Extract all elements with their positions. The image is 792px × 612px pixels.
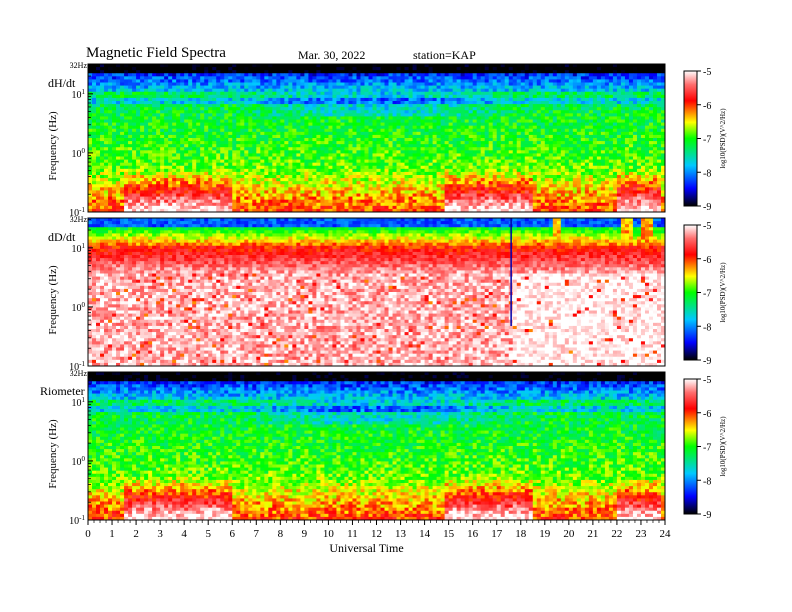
colorbar-tick-label: -7: [703, 135, 711, 146]
colorbar-tick-label: -9: [703, 356, 711, 367]
colorbar: [683, 378, 698, 515]
date-label: Mar. 30, 2022: [298, 48, 365, 63]
x-tick-label: 7: [254, 528, 260, 540]
colorbar-tick-label: -5: [703, 67, 711, 78]
x-tick-label: 5: [205, 528, 211, 540]
x-tick-label: 2: [133, 528, 139, 540]
y-tick-label: 100: [72, 147, 86, 160]
colorbar-label: log10(PSD)(V^2/Hz): [719, 416, 727, 477]
colorbar-tick-label: -8: [703, 322, 711, 333]
y-axis-label: Frequency (Hz): [47, 419, 59, 489]
y-tick-label: 100: [72, 301, 86, 314]
x-tick-label: 14: [419, 528, 431, 540]
x-tick-label: 20: [563, 528, 575, 540]
x-axis-label: Universal Time: [329, 541, 403, 555]
colorbar-tick-label: -7: [703, 289, 711, 300]
colorbar-tick-label: -8: [703, 168, 711, 179]
y-tick-label: 10-1: [69, 514, 85, 527]
colorbar-tick-label: -5: [703, 221, 711, 232]
colorbar-tick-label: -9: [703, 202, 711, 213]
colorbar-tick-label: -7: [703, 443, 711, 454]
x-tick-label: 18: [515, 528, 527, 540]
chart-title: Magnetic Field Spectra: [86, 45, 226, 62]
panel-dddt: dD/dt 32Hz 101 100 10-1 Frequency (Hz) -5 -6 -7 -…: [47, 215, 727, 373]
x-tick-label: 3: [157, 528, 163, 540]
y-tick-label: 101: [72, 396, 86, 409]
colorbar-tick-label: -6: [703, 255, 711, 266]
top-frequency-label: 32Hz: [70, 369, 88, 378]
panel-dhdt: dH/dt 32Hz 101 100 10-1 Frequency (Hz) -5 -6 -7 -…: [47, 61, 727, 219]
y-tick-label: 10-1: [69, 206, 85, 219]
y-axis-label: Frequency (Hz): [47, 265, 59, 335]
y-axis-label: Frequency (Hz): [47, 111, 59, 181]
x-tick-label: 6: [230, 528, 236, 540]
x-tick-label: 21: [587, 528, 598, 540]
station-label: station=KAP: [413, 48, 476, 63]
panel-frame: [87, 217, 666, 367]
x-tick-label: 4: [181, 528, 187, 540]
y-tick-label: 101: [72, 242, 86, 255]
colorbar-label: log10(PSD)(V^2/Hz): [719, 108, 727, 169]
top-frequency-label: 32Hz: [70, 61, 88, 70]
panel-label: dH/dt: [48, 76, 76, 90]
panel-label: dD/dt: [48, 230, 76, 244]
x-tick-label: 15: [443, 528, 455, 540]
panel-riometer: Riometer 32Hz 101 100 10-1 Frequency (Hz) -5 -6…: [40, 369, 727, 527]
x-tick-label: 19: [539, 528, 551, 540]
x-tick-label: 13: [395, 528, 407, 540]
x-tick-label: 16: [467, 528, 479, 540]
colorbar-tick-label: -5: [703, 375, 711, 386]
x-tick-label: 23: [635, 528, 647, 540]
colorbar-tick-label: -6: [703, 409, 711, 420]
colorbar: [683, 224, 698, 361]
x-tick-label: 17: [491, 528, 503, 540]
x-tick-label: 22: [611, 528, 622, 540]
top-frequency-label: 32Hz: [70, 215, 88, 224]
x-tick-label: 12: [371, 528, 382, 540]
x-tick-label: 8: [278, 528, 284, 540]
colorbar-label: log10(PSD)(V^2/Hz): [719, 262, 727, 323]
x-tick-label: 11: [347, 528, 358, 540]
y-tick-label: 100: [72, 455, 86, 468]
y-tick-label: 10-1: [69, 360, 85, 373]
x-tick-label: 9: [302, 528, 308, 540]
colorbar-tick-label: -8: [703, 476, 711, 487]
x-tick-label: 10: [323, 528, 335, 540]
colorbar-tick-label: -6: [703, 101, 711, 112]
y-tick-label: 101: [72, 88, 86, 101]
x-tick-label: 1: [109, 528, 115, 540]
colorbar: [683, 70, 698, 207]
panel-frame: [87, 63, 666, 213]
colorbar-tick-label: -9: [703, 510, 711, 521]
x-tick-label: 24: [660, 528, 672, 540]
x-tick-label: 0: [85, 528, 91, 540]
panel-label: Riometer: [40, 384, 85, 398]
